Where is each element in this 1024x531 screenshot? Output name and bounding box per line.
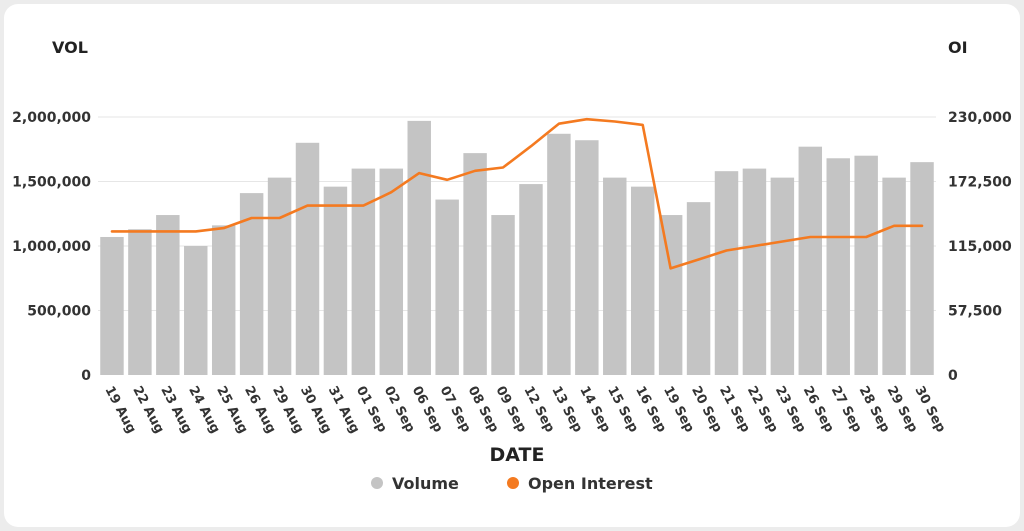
volume-bar <box>714 171 739 375</box>
volume-bar <box>156 215 180 375</box>
right-tick-label: 172,500 <box>948 175 1012 191</box>
legend-volume-label: Volume <box>392 474 459 493</box>
volume-bar <box>295 142 320 375</box>
volume-bar <box>351 168 376 375</box>
right-tick-label: 0 <box>948 368 958 384</box>
volume-bar <box>435 199 459 375</box>
volume-bar <box>491 215 515 375</box>
volume-bar <box>379 168 404 375</box>
volume-bar <box>630 186 655 375</box>
volume-bar <box>519 184 543 375</box>
legend: Volume Open Interest <box>371 474 653 493</box>
volume-bar <box>658 215 683 375</box>
volume-bar <box>575 140 599 375</box>
volume-bar <box>686 202 711 375</box>
volume-bar <box>239 193 264 375</box>
right-tick-label: 115,000 <box>948 239 1012 255</box>
left-tick-label: 1,000,000 <box>12 239 91 255</box>
volume-bar <box>463 153 487 375</box>
volume-bar <box>547 133 571 375</box>
right-axis-title: OI <box>948 38 968 57</box>
volume-bar <box>882 177 906 375</box>
volume-bar <box>742 168 767 375</box>
volume-bar <box>798 146 823 375</box>
volume-bar <box>910 162 934 375</box>
volume-bar <box>184 246 208 375</box>
left-tick-label: 1,500,000 <box>12 175 91 191</box>
volume-bar <box>854 155 878 375</box>
legend-open-interest-marker <box>507 477 519 489</box>
gridlines <box>98 116 936 311</box>
right-tick-label: 230,000 <box>948 110 1012 126</box>
left-tick-label: 0 <box>81 368 91 384</box>
left-tick-label: 500,000 <box>27 304 91 320</box>
volume-bars <box>100 120 934 376</box>
x-axis-title: DATE <box>490 444 545 466</box>
volume-bar <box>770 177 795 375</box>
volume-bar <box>267 177 292 375</box>
left-tick-label: 2,000,000 <box>12 110 91 126</box>
volume-bar <box>128 229 152 375</box>
right-tick-label: 57,500 <box>948 304 1002 320</box>
legend-open-interest-label: Open Interest <box>528 474 653 493</box>
volume-bar <box>211 225 236 375</box>
left-axis-title: VOL <box>52 38 88 57</box>
volume-bar <box>603 177 627 375</box>
volume-bar <box>826 158 850 375</box>
left-y-axis: 0 500,000 1,000,000 1,500,000 2,000,000 <box>12 110 91 384</box>
right-y-axis: 0 57,500 115,000 172,500 230,000 <box>948 110 1012 384</box>
open-interest-path <box>110 117 924 270</box>
open-interest-line <box>110 117 924 270</box>
legend-volume-marker <box>371 477 383 489</box>
volume-bar <box>323 186 348 375</box>
volume-bar <box>407 120 431 376</box>
volume-bar <box>100 236 124 375</box>
